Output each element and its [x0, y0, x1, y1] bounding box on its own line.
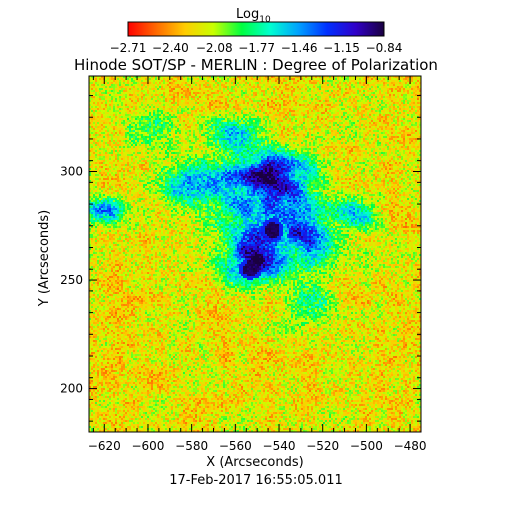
timestamp-footer: 17-Feb-2017 16:55:05.011 — [169, 473, 343, 488]
y-axis-label: Y (Arcseconds) — [37, 210, 52, 307]
y-tick-label: 200 — [60, 382, 83, 396]
x-axis-label: X (Arcseconds) — [206, 455, 303, 470]
colorbar-gradient — [128, 22, 384, 36]
x-tick-label: −500 — [350, 439, 383, 453]
polarization-heatmap — [89, 76, 421, 432]
x-tick-label: −520 — [306, 439, 339, 453]
plot-frame — [88, 75, 422, 433]
x-axis: −620 −600 −580 −560 −540 −520 −500 −480 — [88, 76, 427, 453]
colorbar-title: Log10 — [236, 7, 271, 25]
y-tick-label: 250 — [60, 273, 83, 287]
colorbar-tick-label: −2.71 — [110, 41, 147, 55]
colorbar-tick-label: −2.08 — [196, 41, 233, 55]
y-tick-label: 300 — [60, 165, 83, 179]
colorbar-tick-label: −0.84 — [366, 41, 403, 55]
x-tick-label: −580 — [175, 439, 208, 453]
colorbar-tick-labels: −2.71 −2.40 −2.08 −1.77 −1.46 −1.15 −0.84 — [110, 41, 403, 55]
colorbar-tick-label: −1.46 — [281, 41, 318, 55]
colorbar-tick-label: −2.40 — [152, 41, 189, 55]
colorbar-tick-label: −1.77 — [238, 41, 275, 55]
x-tick-label: −620 — [88, 439, 121, 453]
colorbar-tick-label: −1.15 — [323, 41, 360, 55]
colorbar-frame — [127, 21, 385, 37]
x-tick-label: −560 — [219, 439, 252, 453]
chart-title: Hinode SOT/SP - MERLIN : Degree of Polar… — [74, 56, 438, 74]
x-tick-label: −600 — [131, 439, 164, 453]
x-tick-label: −480 — [394, 439, 427, 453]
x-tick-label: −540 — [263, 439, 296, 453]
colorbar — [128, 22, 384, 36]
y-axis: 200 250 300 — [60, 95, 421, 422]
